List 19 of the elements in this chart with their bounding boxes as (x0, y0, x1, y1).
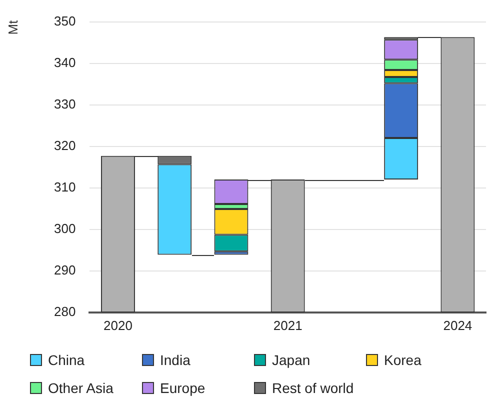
y-tick-label: 330 (54, 96, 76, 112)
y-tick-label: 310 (54, 179, 76, 194)
x-tick-label: 2020 (104, 318, 132, 333)
x-tick-label: 2024 (443, 318, 472, 333)
y-tick-label: 300 (54, 220, 76, 236)
y-axis-title: Mt (6, 19, 20, 37)
y-tick-label: 290 (54, 262, 76, 278)
legend-label: India (159, 352, 192, 368)
y-tick-label: 350 (54, 13, 76, 28)
legend-label: Other Asia (47, 380, 114, 396)
y-tick-label: 340 (54, 54, 76, 70)
x-tick-label: 2021 (273, 318, 302, 333)
legend-label: Japan (271, 352, 312, 368)
legend-label: Europe (159, 380, 206, 396)
y-tick-label: 320 (54, 138, 76, 153)
legend-label: Rest of world (271, 380, 355, 396)
y-tick-label: 280 (54, 304, 76, 319)
legend-label: China (47, 352, 86, 368)
legend-label: Korea (383, 352, 422, 368)
